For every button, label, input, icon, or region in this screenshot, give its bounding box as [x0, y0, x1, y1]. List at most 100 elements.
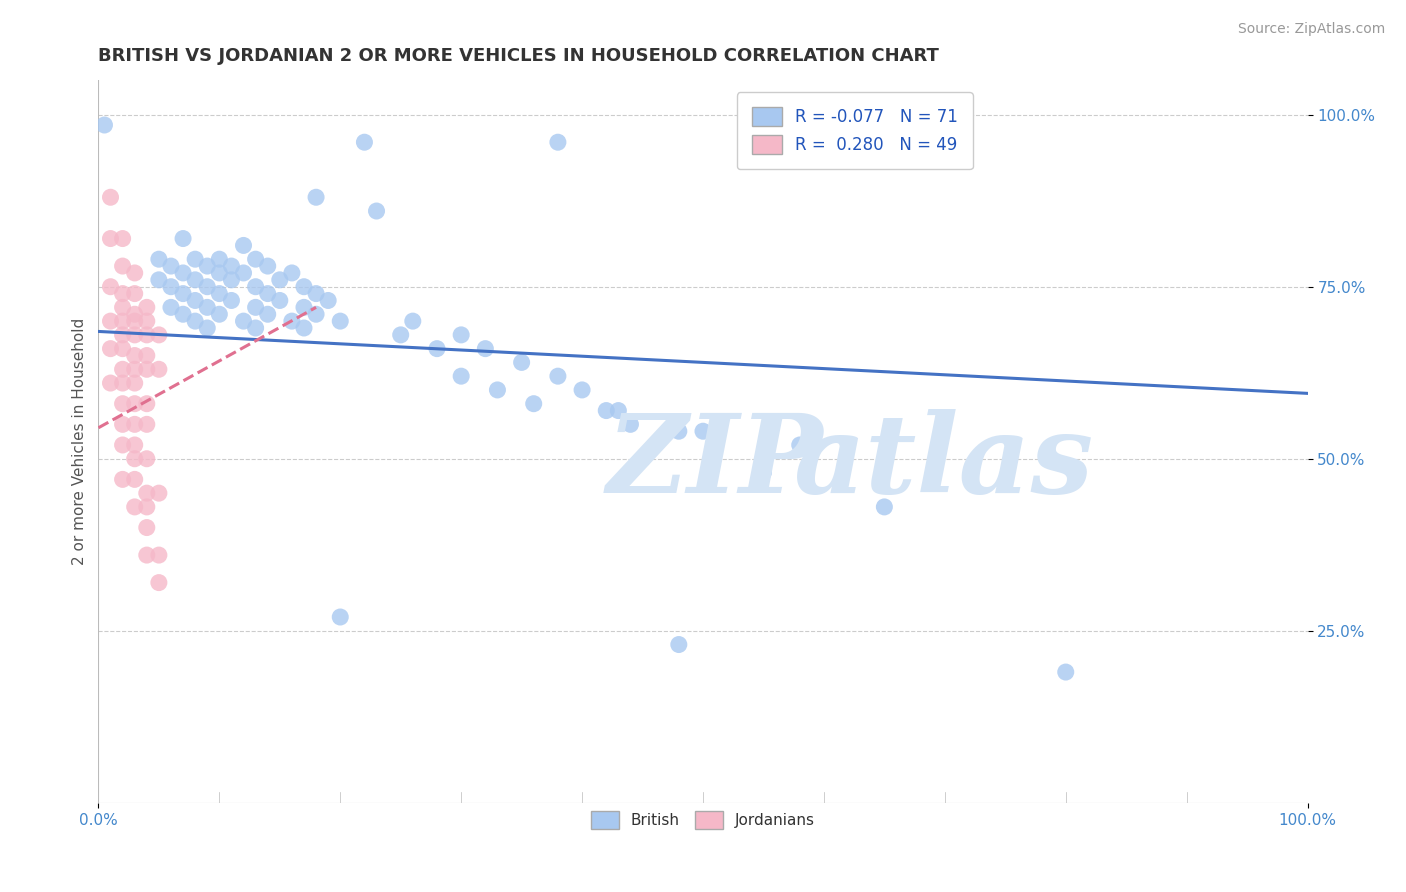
Text: atlas: atlas: [793, 409, 1094, 517]
Point: [486, 383, 509, 397]
Point: [172, 307, 194, 321]
Point: [221, 273, 243, 287]
Point: [135, 500, 157, 514]
Point: [148, 327, 170, 342]
Point: [148, 273, 170, 287]
Point: [305, 286, 328, 301]
Point: [450, 369, 472, 384]
Point: [124, 438, 146, 452]
Point: [256, 259, 278, 273]
Point: [124, 417, 146, 432]
Point: [135, 314, 157, 328]
Point: [269, 273, 291, 287]
Point: [245, 321, 267, 335]
Point: [292, 279, 315, 293]
Point: [195, 301, 218, 315]
Point: [619, 417, 641, 432]
Point: [208, 266, 231, 280]
Point: [100, 314, 122, 328]
Point: [100, 279, 122, 293]
Point: [135, 327, 157, 342]
Point: [607, 403, 630, 417]
Point: [172, 286, 194, 301]
Point: [195, 259, 218, 273]
Point: [111, 231, 134, 245]
Point: [245, 301, 267, 315]
Point: [329, 610, 352, 624]
Point: [873, 500, 896, 514]
Point: [124, 500, 146, 514]
Y-axis label: 2 or more Vehicles in Household: 2 or more Vehicles in Household: [72, 318, 87, 566]
Point: [195, 321, 218, 335]
Point: [111, 301, 134, 315]
Point: [474, 342, 496, 356]
Point: [221, 259, 243, 273]
Point: [100, 231, 122, 245]
Point: [111, 342, 134, 356]
Text: Source: ZipAtlas.com: Source: ZipAtlas.com: [1237, 22, 1385, 37]
Point: [124, 362, 146, 376]
Point: [148, 486, 170, 500]
Point: [366, 204, 388, 219]
Point: [124, 314, 146, 328]
Point: [692, 424, 714, 438]
Point: [148, 362, 170, 376]
Point: [135, 451, 157, 466]
Point: [111, 362, 134, 376]
Point: [111, 286, 134, 301]
Point: [752, 466, 775, 480]
Point: [135, 362, 157, 376]
Point: [124, 349, 146, 363]
Point: [523, 397, 546, 411]
Point: [135, 301, 157, 315]
Point: [124, 327, 146, 342]
Point: [305, 307, 328, 321]
Point: [124, 307, 146, 321]
Point: [245, 279, 267, 293]
Point: [148, 548, 170, 562]
Point: [124, 451, 146, 466]
Point: [668, 638, 690, 652]
Point: [208, 307, 231, 321]
Point: [111, 438, 134, 452]
Point: [111, 259, 134, 273]
Point: [221, 293, 243, 308]
Point: [100, 190, 122, 204]
Point: [111, 397, 134, 411]
Point: [135, 349, 157, 363]
Point: [595, 403, 617, 417]
Point: [184, 252, 207, 267]
Point: [184, 273, 207, 287]
Point: [389, 327, 412, 342]
Point: [232, 314, 254, 328]
Point: [135, 520, 157, 534]
Point: [148, 252, 170, 267]
Point: [111, 376, 134, 390]
Point: [172, 266, 194, 280]
Point: [1054, 665, 1077, 679]
Legend: British, Jordanians: British, Jordanians: [585, 805, 821, 835]
Point: [292, 321, 315, 335]
Point: [547, 369, 569, 384]
Point: [668, 424, 690, 438]
Point: [124, 286, 146, 301]
Point: [100, 376, 122, 390]
Point: [208, 252, 231, 267]
Point: [135, 486, 157, 500]
Point: [281, 314, 304, 328]
Point: [232, 266, 254, 280]
Point: [510, 355, 533, 369]
Point: [353, 135, 375, 149]
Point: [208, 286, 231, 301]
Point: [789, 438, 811, 452]
Point: [571, 383, 593, 397]
Point: [172, 231, 194, 245]
Point: [111, 472, 134, 486]
Point: [256, 286, 278, 301]
Point: [124, 266, 146, 280]
Point: [124, 397, 146, 411]
Point: [450, 327, 472, 342]
Point: [547, 135, 569, 149]
Point: [292, 301, 315, 315]
Point: [631, 451, 654, 466]
